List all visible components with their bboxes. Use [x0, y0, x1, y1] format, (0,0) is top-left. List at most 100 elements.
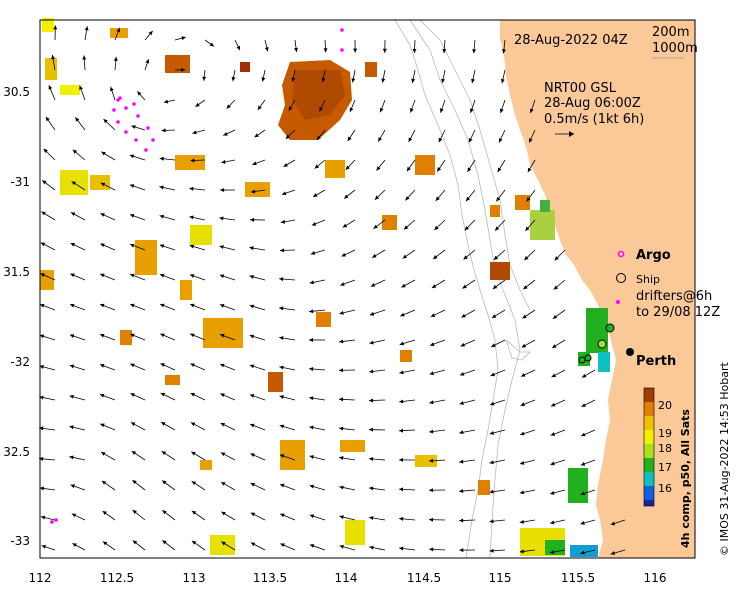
credit: © IMOS 31-Aug-2022 14:53 Hobart: [718, 362, 731, 556]
current-arrow-head: [463, 255, 468, 260]
current-arrow-head: [464, 226, 469, 231]
current-arrow-head: [192, 130, 197, 135]
current-arrow-head: [249, 274, 254, 279]
current-arrow-head: [159, 214, 165, 219]
current-arrow-head: [489, 519, 494, 524]
current-arrow-head: [100, 243, 105, 248]
scale-arrow-head: [569, 131, 574, 137]
current-arrow-head: [160, 333, 165, 338]
current-arrow-head: [339, 515, 344, 520]
current-arrow-head: [39, 426, 44, 431]
current-arrow-head: [309, 455, 314, 459]
current-arrow-head: [162, 540, 167, 545]
current-arrow-head: [279, 454, 285, 458]
current-arrow-head: [160, 273, 165, 278]
current-arrow-head: [429, 547, 434, 552]
current-arrow-head: [339, 339, 344, 344]
x-tick: 115.5: [561, 571, 595, 585]
current-arrow-head: [409, 108, 414, 113]
current-arrow-head: [162, 510, 167, 515]
current-arrow-head: [459, 430, 464, 435]
current-arrow-head: [250, 189, 256, 194]
current-arrow-head: [461, 313, 466, 318]
current-arrow-head: [429, 429, 434, 434]
current-arrow-head: [610, 521, 616, 526]
x-tick: 115: [489, 571, 512, 585]
current-arrow-head: [376, 166, 381, 171]
colorbar-tick: 17: [658, 461, 672, 474]
current-arrow-head: [442, 49, 447, 54]
current-arrow-head: [249, 304, 255, 309]
current-arrow-head: [472, 49, 477, 54]
bathymetry-contours: [394, 19, 531, 559]
current-arrow-head: [580, 521, 585, 525]
current-arrow-head: [159, 244, 165, 249]
current-arrow-head: [339, 426, 344, 431]
drifters-label: drifters@6h: [636, 289, 712, 304]
current-arrow-head: [468, 137, 473, 143]
x-tick: 112.5: [100, 571, 134, 585]
current-arrow-head: [309, 484, 315, 489]
current-arrow-head: [129, 154, 135, 159]
current-arrow-head: [439, 108, 444, 113]
current-arrow-head: [402, 254, 408, 259]
current-arrow-head: [69, 364, 75, 369]
current-arrow-head: [408, 137, 413, 142]
current-arrow-head: [99, 363, 105, 368]
current-arrow-head: [441, 78, 446, 84]
current-arrow-head: [347, 136, 352, 141]
current-arrow-head: [40, 273, 45, 277]
current-arrow-head: [369, 427, 374, 432]
current-arrow-head: [294, 47, 298, 52]
current-arrow-head: [581, 373, 587, 378]
current-arrow-head: [498, 138, 503, 143]
current-arrow-head: [520, 402, 525, 407]
current-arrow-head: [189, 215, 194, 220]
colorbar: 20 19 18 17 16: [643, 387, 672, 507]
current-arrow-head: [580, 550, 585, 555]
current-arrow-head: [311, 221, 317, 226]
current-arrow-head: [75, 117, 80, 122]
current-arrow-head: [79, 85, 83, 90]
current-arrow-head: [339, 397, 344, 402]
current-arrow-head: [411, 78, 416, 83]
current-arrow-head: [145, 59, 150, 64]
current-arrow-head: [434, 225, 439, 230]
current-arrow-head: [339, 544, 344, 549]
current-arrow-head: [221, 482, 226, 486]
current-arrow-head: [190, 158, 195, 163]
perth-marker: [626, 348, 634, 356]
current-arrow-head: [279, 336, 284, 341]
current-arrow-head: [221, 541, 226, 546]
colorbar-tick: 19: [658, 427, 672, 440]
current-arrow-head: [51, 54, 56, 60]
current-arrow-head: [161, 451, 167, 456]
current-arrow-head: [551, 373, 556, 378]
current-arrow-head: [70, 273, 75, 278]
current-arrow-head: [399, 370, 404, 375]
current-arrow-head: [369, 457, 374, 461]
current-arrow-head: [313, 193, 318, 197]
current-arrow-head: [250, 542, 256, 547]
current-arrow-head: [433, 255, 438, 260]
current-arrow-head: [353, 48, 358, 53]
current-arrow-head: [399, 487, 404, 492]
current-arrow-head: [492, 284, 498, 289]
current-arrow-head: [523, 285, 528, 290]
current-arrow-head: [181, 67, 186, 72]
current-arrow-head: [190, 333, 195, 338]
current-arrow-head: [40, 242, 46, 247]
current-arrow-head: [519, 519, 525, 524]
x-tick: 116: [644, 571, 667, 585]
current-arrow-head: [190, 303, 195, 308]
current-arrow-head: [381, 78, 386, 83]
current-arrow-head: [70, 484, 76, 489]
current-arrow-head: [132, 540, 138, 545]
current-arrow-head: [339, 456, 344, 460]
ship-legend-icon: [616, 273, 626, 283]
current-arrow-head: [374, 195, 380, 200]
current-arrow-head: [43, 148, 48, 153]
current-arrow-head: [471, 78, 475, 84]
current-arrow-head: [70, 243, 76, 247]
current-arrow-head: [132, 480, 137, 485]
